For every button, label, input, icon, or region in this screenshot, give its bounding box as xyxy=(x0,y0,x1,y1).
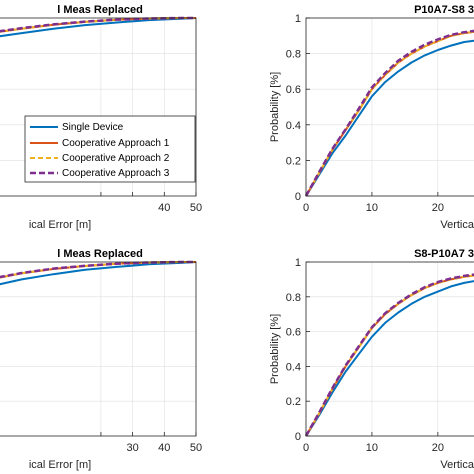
y-tick-label-0-8: 0.8 xyxy=(286,49,301,61)
y-tick-label-0-2: 0.2 xyxy=(286,396,301,408)
series-line-single xyxy=(305,39,474,197)
series-line-coop1 xyxy=(305,30,474,197)
x-axis-label: ical Error [m] xyxy=(29,459,91,471)
y-axis-label: Probability [%] xyxy=(269,314,281,384)
y-tick-label-0-2: 0.2 xyxy=(286,155,301,167)
chart-title: P10A7-S8 3 xyxy=(414,4,474,16)
x-tick-label-20: 20 xyxy=(432,202,444,214)
x-tick-label-50: 50 xyxy=(190,202,202,214)
y-tick-label-1: 1 xyxy=(295,257,301,269)
x-tick-label-40: 40 xyxy=(158,442,170,454)
x-tick-label-0: 0 xyxy=(303,442,309,454)
y-tick-label-0-6: 0.6 xyxy=(286,327,301,339)
y-tick-label-0-8: 0.8 xyxy=(286,292,301,304)
series-line-coop3 xyxy=(0,260,196,279)
legend: Single Device Cooperative Approach 1 Coo… xyxy=(24,115,196,183)
x-tick-label-10: 10 xyxy=(366,442,378,454)
axes-box xyxy=(0,17,197,197)
legend-label-cooperative-approach-2: Cooperative Approach 2 xyxy=(62,153,170,164)
y-tick-label-0: 0 xyxy=(295,191,301,203)
y-tick-label-1: 1 xyxy=(295,13,301,25)
series-line-coop3 xyxy=(304,29,474,197)
y-tick-label-0-4: 0.4 xyxy=(286,120,301,132)
x-tick-label-0: 0 xyxy=(303,202,309,214)
series-line-coop2 xyxy=(305,30,474,197)
x-tick-label-40: 40 xyxy=(158,202,170,214)
y-axis-label: Probability [%] xyxy=(269,72,281,142)
legend-label-single-device: Single Device xyxy=(62,122,124,133)
y-tick-label-0-6: 0.6 xyxy=(286,84,301,96)
x-axis-label: Vertica xyxy=(440,219,474,231)
axes-box xyxy=(305,261,474,437)
panel-bottom-right: 0 10 20 0 0.2 0.4 0.6 0.8 1 S8-P10A7 3 Vertica Prob… xyxy=(269,248,474,471)
y-tick-label-0-4: 0.4 xyxy=(286,361,301,373)
x-tick-label-20: 20 xyxy=(432,442,444,454)
x-axis-label: ical Error [m] xyxy=(29,219,91,231)
legend-label-cooperative-approach-1: Cooperative Approach 1 xyxy=(62,138,170,149)
series-line-coop2 xyxy=(305,274,474,437)
axes-box xyxy=(305,17,474,197)
chart-title: l Meas Replaced xyxy=(57,248,143,260)
chart-title: l Meas Replaced xyxy=(57,4,143,16)
x-tick-label-10: 10 xyxy=(366,202,378,214)
x-axis-label: Vertica xyxy=(440,459,474,471)
legend-label-cooperative-approach-3: Cooperative Approach 3 xyxy=(62,168,170,179)
panel-top-left: 40 50 l Meas Replaced ical Error [m] xyxy=(0,4,202,231)
panel-top-right: 0 10 20 0 0.2 0.4 0.6 0.8 1 P10A7-S8 3 Vertica Prob… xyxy=(269,4,474,231)
x-tick-label-50: 50 xyxy=(190,442,202,454)
axes-box xyxy=(0,261,197,437)
series-line-coop3 xyxy=(304,273,474,437)
panel-bottom-left: 30 40 50 l Meas Replaced ical Error [m] xyxy=(0,248,202,471)
chart-title: S8-P10A7 3 xyxy=(414,248,474,260)
series-line-single xyxy=(305,280,474,437)
series-line-coop1 xyxy=(305,274,474,437)
x-tick-label-30: 30 xyxy=(126,442,138,454)
y-tick-label-0: 0 xyxy=(295,431,301,443)
